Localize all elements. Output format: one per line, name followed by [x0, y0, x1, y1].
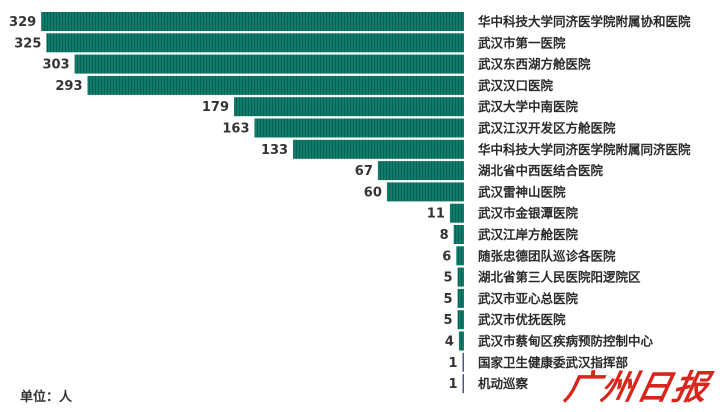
bar	[293, 139, 464, 159]
bar	[87, 75, 464, 95]
value-label: 293	[55, 79, 82, 94]
bar	[458, 331, 464, 351]
bar	[453, 225, 464, 244]
category-label: 武汉市第一医院	[478, 35, 566, 50]
category-label: 华中科技大学同济医学院附属同济医院	[478, 142, 691, 157]
category-label: 武汉江岸方舱医院	[478, 227, 579, 242]
value-label: 133	[261, 143, 288, 158]
bars-group	[41, 12, 465, 394]
value-label: 5	[444, 271, 453, 286]
category-label: 武汉市金银潭医院	[478, 206, 579, 221]
bar	[462, 374, 464, 394]
category-label: 武汉江汉开发区方舱医院	[478, 121, 616, 136]
bar	[457, 288, 464, 308]
bar	[456, 246, 464, 266]
bar	[457, 267, 464, 287]
category-label: 武汉东西湖方舱医院	[478, 57, 591, 72]
value-label: 1	[448, 356, 457, 371]
category-label: 武汉市蔡甸区疾病预防控制中心	[478, 334, 654, 349]
category-labels-group: 华中科技大学同济医学院附属协和医院武汉市第一医院武汉东西湖方舱医院武汉汉口医院武…	[478, 14, 691, 391]
value-label: 303	[42, 58, 69, 73]
category-label: 武汉市优抚医院	[478, 312, 566, 327]
category-label: 湖北省第三人民医院阳逻院区	[478, 270, 641, 285]
bar	[46, 33, 465, 53]
value-label: 60	[364, 185, 382, 200]
bar	[41, 12, 464, 31]
category-label: 武汉大学中南医院	[478, 99, 579, 114]
category-label: 湖北省中西医结合医院	[478, 163, 604, 178]
category-label: 华中科技大学同济医学院附属协和医院	[478, 14, 691, 29]
category-label: 随张忠德团队巡诊各医院	[478, 248, 616, 263]
bar	[449, 203, 464, 223]
newspaper-logo-watermark: 广州日报	[561, 368, 714, 408]
value-label: 163	[222, 122, 249, 137]
value-label: 6	[442, 249, 451, 264]
bar	[254, 118, 464, 138]
value-label: 5	[444, 313, 453, 328]
category-label: 机动巡察	[478, 376, 529, 391]
bar	[74, 54, 464, 74]
category-label: 武汉雷神山医院	[478, 184, 566, 199]
bar	[377, 161, 464, 181]
bar	[234, 97, 464, 117]
value-label: 67	[355, 164, 373, 179]
category-label: 武汉市亚心总医院	[478, 291, 579, 306]
value-label: 5	[444, 292, 453, 307]
value-label: 325	[14, 36, 41, 51]
bar	[386, 182, 464, 202]
value-label: 329	[9, 15, 36, 30]
category-label: 武汉汉口医院	[478, 78, 554, 93]
bar	[457, 310, 464, 330]
value-label: 11	[427, 207, 445, 222]
category-label: 国家卫生健康委武汉指挥部	[478, 355, 629, 370]
value-label: 8	[440, 228, 449, 243]
value-label: 179	[202, 100, 229, 115]
value-label: 4	[445, 335, 454, 350]
value-label: 1	[448, 377, 457, 392]
bar	[462, 352, 464, 372]
unit-label: 单位：人	[20, 390, 73, 405]
